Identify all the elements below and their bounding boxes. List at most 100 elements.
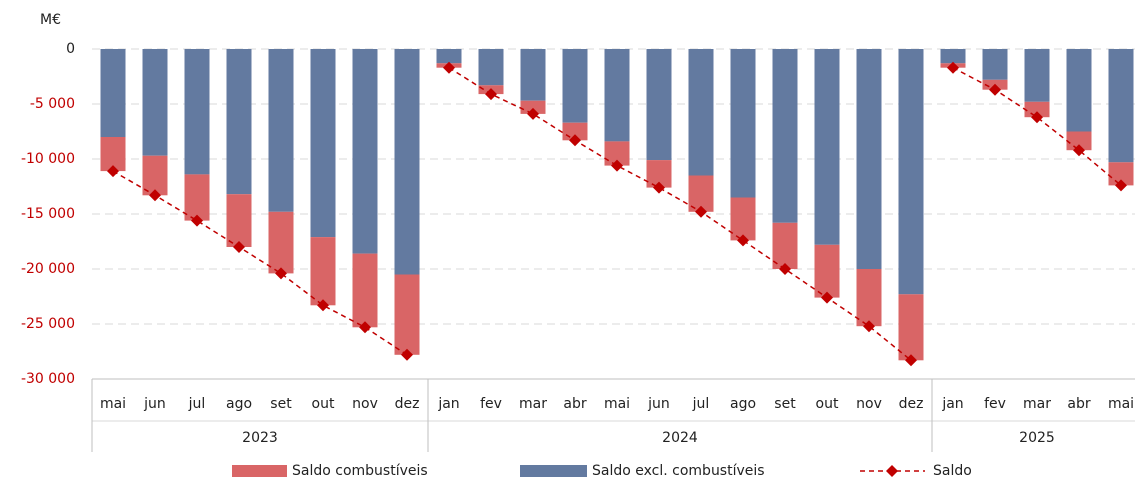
marker: [1073, 144, 1085, 157]
marker: [191, 214, 203, 227]
bar: [562, 49, 588, 123]
legend-label: Saldo excl. combustíveis: [592, 463, 765, 479]
group-label: 2024: [662, 430, 698, 446]
bar: [142, 49, 168, 156]
bar: [814, 244, 840, 298]
bar: [1066, 131, 1092, 151]
bar: [310, 49, 336, 238]
x-tick-label: out: [312, 396, 335, 412]
bar: [814, 49, 840, 245]
y-tick-label: -15 000: [21, 206, 75, 222]
marker: [527, 107, 539, 120]
marker: [695, 205, 707, 218]
bar: [1108, 49, 1134, 163]
bar: [520, 100, 546, 114]
x-tick-label: abr: [1067, 396, 1090, 412]
bar: [646, 49, 672, 161]
marker: [737, 234, 749, 247]
marker: [485, 88, 497, 101]
bar: [100, 49, 126, 137]
line: [448, 67, 912, 361]
x-tick-label: nov: [352, 396, 378, 412]
bar: [352, 49, 378, 254]
x-tick-label: ago: [226, 396, 252, 412]
bar: [730, 197, 756, 241]
x-tick-label: jul: [692, 396, 710, 412]
bar: [352, 253, 378, 328]
legend-swatch: [520, 465, 587, 477]
group-label: 2025: [1019, 430, 1055, 446]
x-tick-label: jul: [188, 396, 206, 412]
x-tick-label: nov: [856, 396, 882, 412]
group-label: 2023: [242, 430, 278, 446]
bar: [1108, 162, 1134, 186]
legend-swatch: [232, 465, 287, 477]
marker: [401, 348, 413, 361]
marker: [1031, 111, 1043, 124]
bar: [268, 211, 294, 274]
bar: [688, 175, 714, 212]
bar: [394, 274, 420, 355]
bar: [310, 237, 336, 306]
bar: [520, 49, 546, 101]
x-tick-label: dez: [395, 396, 420, 412]
marker: [821, 291, 833, 304]
bar: [268, 49, 294, 212]
bar: [394, 49, 420, 275]
marker: [905, 354, 917, 367]
bar: [604, 49, 630, 142]
bar: [898, 49, 924, 295]
x-tick-label: set: [270, 396, 292, 412]
x-tick-label: jan: [941, 396, 963, 412]
bar: [142, 155, 168, 196]
x-tick-label: set: [774, 396, 796, 412]
legend-marker: [886, 465, 898, 477]
marker: [1115, 179, 1127, 192]
marker: [947, 61, 959, 74]
bar: [856, 49, 882, 269]
marker: [443, 61, 455, 74]
bar: [856, 269, 882, 327]
marker: [989, 83, 1001, 96]
bar: [772, 222, 798, 269]
bar: [772, 49, 798, 223]
x-tick-label: mar: [1023, 396, 1051, 412]
y-axis-label: M€: [40, 12, 61, 28]
x-tick-label: jan: [437, 396, 459, 412]
y-tick-label: -20 000: [21, 261, 75, 277]
x-tick-label: mar: [519, 396, 547, 412]
marker: [863, 320, 875, 333]
legend-label: Saldo: [933, 463, 972, 479]
marker: [611, 159, 623, 172]
y-tick-label: -30 000: [21, 371, 75, 387]
marker: [233, 241, 245, 253]
x-tick-label: jun: [647, 396, 670, 412]
x-tick-label: mai: [604, 396, 630, 412]
bar: [898, 294, 924, 361]
y-tick-label: -5 000: [30, 96, 75, 112]
marker: [653, 181, 665, 194]
x-tick-label: fev: [480, 396, 502, 412]
x-tick-label: jun: [143, 396, 166, 412]
marker: [359, 321, 371, 334]
marker: [275, 267, 287, 280]
bar: [1024, 49, 1050, 102]
line: [952, 67, 1122, 186]
legend-label: Saldo combustíveis: [292, 463, 428, 479]
x-tick-label: ago: [730, 396, 756, 412]
bar: [1066, 49, 1092, 132]
marker: [317, 299, 329, 312]
bar: [184, 174, 210, 221]
bar: [226, 194, 252, 247]
bar: [940, 49, 966, 64]
marker: [779, 263, 791, 275]
y-tick-label: 0: [66, 41, 75, 57]
x-tick-label: mai: [1108, 396, 1134, 412]
x-tick-label: out: [816, 396, 839, 412]
bar: [982, 49, 1008, 80]
marker: [149, 189, 161, 202]
y-tick-label: -25 000: [21, 316, 75, 332]
bar: [478, 49, 504, 86]
marker: [107, 165, 119, 178]
